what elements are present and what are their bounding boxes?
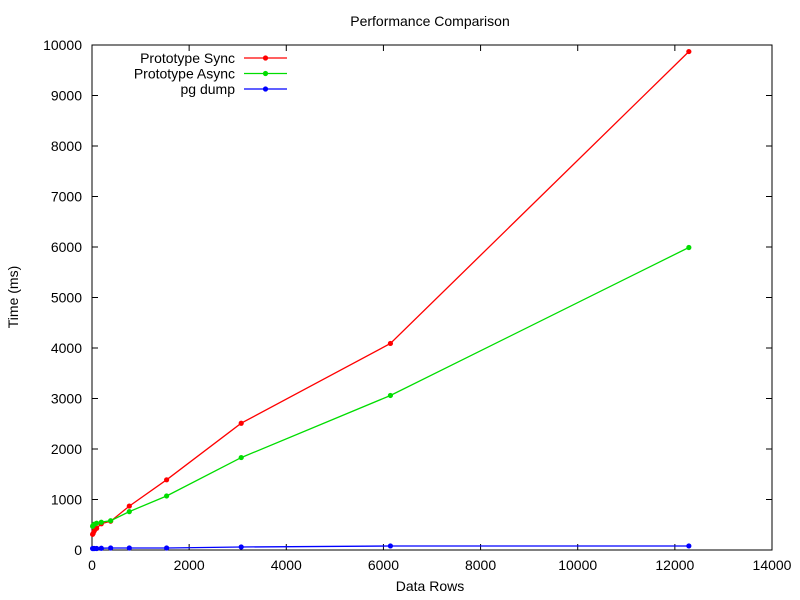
data-point [686, 244, 692, 251]
series-prototype-async [89, 244, 692, 529]
legend-item: Prototype Async [134, 66, 287, 82]
plot-frame [91, 44, 773, 551]
data-point [126, 509, 132, 515]
data-point [387, 543, 394, 549]
y-tick-label: 1000 [51, 492, 82, 508]
data-point [238, 420, 244, 426]
y-tick-label: 7000 [51, 189, 82, 205]
data-point [164, 545, 170, 551]
y-tick-label: 2000 [51, 441, 82, 457]
x-tick-label: 6000 [368, 557, 399, 573]
data-point [126, 545, 132, 551]
x-tick-label: 8000 [465, 557, 496, 573]
data-point [387, 340, 394, 347]
x-axis-label: Data Rows [396, 578, 464, 594]
y-tick-label: 9000 [51, 88, 82, 104]
y-tick-label: 8000 [51, 138, 82, 154]
legend-swatch-point [262, 55, 269, 61]
data-point [126, 503, 132, 509]
x-tick-label: 0 [88, 557, 96, 573]
data-point [94, 525, 100, 531]
y-axis-label: Time (ms) [5, 266, 21, 328]
data-point [108, 545, 114, 551]
data-point [98, 545, 104, 551]
legend-label: pg dump [181, 81, 236, 97]
series-pg-dump [89, 543, 692, 552]
legend-item: Prototype Sync [140, 50, 287, 66]
y-tick-label: 4000 [51, 340, 82, 356]
data-point [164, 477, 170, 483]
series-prototype-sync [89, 48, 692, 537]
data-point [94, 520, 100, 526]
x-tick-label: 4000 [271, 557, 302, 573]
legend-swatch-point [262, 70, 269, 77]
chart-title: Performance Comparison [350, 13, 510, 29]
y-axis: 0 1000 2000 3000 4000 5000 6000 7000 8000 9000 100… [43, 37, 772, 558]
data-point [387, 392, 394, 399]
legend-label: Prototype Async [134, 66, 235, 82]
x-tick-label: 14000 [753, 557, 792, 573]
legend-swatch-point [262, 86, 269, 92]
y-tick-label: 0 [74, 542, 82, 558]
y-tick-label: 3000 [51, 391, 82, 407]
x-axis: 0 2000 4000 6000 8000 10000 12000 14000 [88, 45, 792, 573]
data-point [98, 519, 104, 525]
data-point [94, 545, 100, 552]
series-line [92, 51, 690, 535]
series-layer [89, 48, 692, 552]
legend-label: Prototype Sync [140, 50, 235, 66]
y-tick-label: 6000 [51, 239, 82, 255]
x-tick-label: 12000 [655, 557, 694, 573]
data-point [686, 543, 692, 549]
data-point [238, 454, 244, 461]
y-tick-label: 5000 [51, 290, 82, 306]
series-line [92, 246, 690, 527]
data-point [238, 544, 244, 550]
x-tick-label: 10000 [558, 557, 597, 573]
data-point [164, 493, 170, 499]
legend-item: pg dump [181, 81, 287, 97]
y-tick-label: 10000 [43, 37, 82, 53]
x-tick-label: 2000 [174, 557, 205, 573]
data-point [108, 518, 114, 524]
data-point [686, 48, 692, 55]
